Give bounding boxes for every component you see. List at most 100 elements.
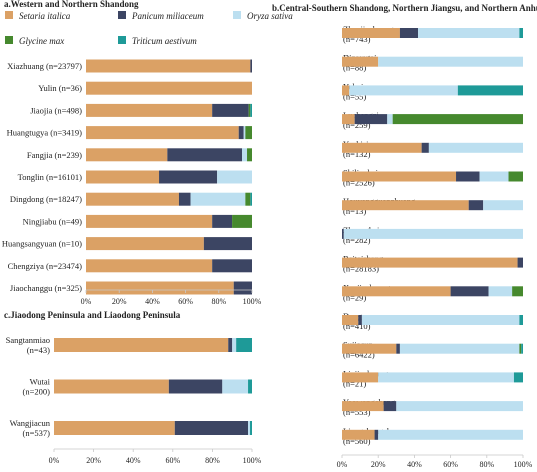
- bar-segment-triticum-aestivum: [250, 421, 252, 435]
- bar-segment-oryza-sativa: [217, 170, 252, 184]
- bar-segment-oryza-sativa: [243, 126, 246, 140]
- x-tick-label: 60%: [165, 456, 180, 465]
- legend-swatch-setaria-italica: [5, 11, 13, 19]
- category-count: (n=743): [343, 34, 371, 44]
- panel-title: a.Western and Northern Shandong: [4, 0, 139, 9]
- bar-segment-oryza-sativa: [361, 315, 520, 325]
- bar-segment-oryza-sativa: [343, 228, 523, 239]
- legend-label-setaria-italica: Setaria italica: [19, 11, 71, 21]
- bar-segment-panicum-miliaceum: [456, 171, 480, 182]
- bar-segment-oryza-sativa: [378, 429, 523, 440]
- legend-label-glycine-max: Glycine max: [19, 36, 64, 46]
- legend-swatch-panicum-miliaceum: [118, 11, 126, 19]
- bar-segment-setaria-italica: [342, 372, 379, 383]
- panel-title: b.Central-Southern Shandong, Northern Ji…: [272, 3, 537, 13]
- category-label: Wangjiacun: [10, 418, 51, 428]
- x-tick-label: 100%: [514, 460, 533, 469]
- bar-segment-setaria-italica: [342, 315, 359, 325]
- category-count: (n=43): [27, 345, 50, 355]
- bar-segment-oryza-sativa: [488, 286, 513, 297]
- category-label: Sangtanmiao: [6, 335, 50, 345]
- bar-segment-oryza-sativa: [190, 192, 246, 206]
- category-count: (n=553): [343, 407, 371, 417]
- bar-segment-setaria-italica: [86, 192, 179, 206]
- bar-segment-setaria-italica: [54, 379, 169, 394]
- category-count: (n=13): [343, 206, 366, 216]
- bar-segment-glycine-max: [392, 114, 523, 125]
- bar-segment-setaria-italica: [86, 281, 234, 295]
- category-label: Yulin (n=36): [38, 83, 82, 93]
- bar-segment-triticum-aestivum: [519, 315, 523, 325]
- bar-segment-panicum-miliaceum: [421, 142, 429, 153]
- bar-segment-setaria-italica: [54, 338, 229, 352]
- category-count: (n=21): [343, 378, 366, 388]
- bar-segment-panicum-miliaceum: [174, 421, 249, 435]
- bar-segment-setaria-italica: [342, 200, 469, 211]
- bar-segment-panicum-miliaceum: [383, 401, 397, 412]
- bar-segment-oryza-sativa: [418, 28, 520, 38]
- x-tick-label: 100%: [243, 297, 262, 306]
- category-label: Xiazhuang (n=23797): [7, 61, 82, 71]
- bar-segment-glycine-max: [247, 148, 252, 162]
- bar-segment-panicum-miliaceum: [358, 315, 362, 325]
- bar-segment-glycine-max: [512, 286, 523, 297]
- bar-segment-setaria-italica: [86, 237, 204, 251]
- bar-segment-setaria-italica: [86, 59, 251, 73]
- x-tick-label: 0%: [337, 460, 348, 469]
- x-tick-label: 60%: [178, 297, 193, 306]
- bar-segment-panicum-miliaceum: [396, 343, 400, 354]
- bar-segment-panicum-miliaceum: [212, 214, 233, 228]
- category-label: Jiaojia (n=498): [30, 105, 82, 115]
- bar-segment-triticum-aestivum: [248, 379, 252, 394]
- bar-segment-glycine-max: [508, 171, 523, 182]
- bar-segment-panicum-miliaceum: [167, 148, 243, 162]
- bar-segment-setaria-italica: [54, 421, 175, 435]
- bar-segment-panicum-miliaceum: [203, 237, 252, 251]
- x-tick-label: 80%: [205, 456, 220, 465]
- bar-segment-setaria-italica: [342, 114, 355, 125]
- bar-segment-panicum-miliaceum: [517, 257, 523, 268]
- category-count: (n=6422): [343, 350, 375, 360]
- x-tick-label: 40%: [145, 297, 160, 306]
- bar-segment-setaria-italica: [86, 126, 239, 140]
- legend: Setaria italica Panicum miliaceum Oryza sa…: [5, 11, 293, 46]
- category-label: Huangsangyuan (n=10): [2, 239, 82, 249]
- category-count: (n=29): [343, 292, 366, 302]
- bar-segment-panicum-miliaceum: [178, 192, 191, 206]
- x-tick-label: 20%: [371, 460, 386, 469]
- bar-segment-panicum-miliaceum: [238, 126, 244, 140]
- bar-segment-setaria-italica: [342, 429, 375, 440]
- x-tick-label: 20%: [86, 456, 101, 465]
- bar-segment-panicum-miliaceum: [228, 338, 233, 352]
- bar-segment-setaria-italica: [342, 257, 518, 268]
- bar-segment-triticum-aestivum: [513, 372, 523, 383]
- legend-swatch-oryza-sativa: [233, 11, 241, 19]
- category-label: Fangjia (n=239): [27, 150, 82, 160]
- bar-segment-setaria-italica: [86, 148, 168, 162]
- category-count: (n=282): [343, 235, 371, 245]
- x-tick-label: 100%: [243, 456, 262, 465]
- legend-swatch-glycine-max: [5, 36, 13, 44]
- bar-segment-triticum-aestivum: [236, 338, 252, 352]
- category-count: (n=132): [343, 149, 371, 159]
- x-tick-label: 20%: [112, 297, 127, 306]
- bar-segment-panicum-miliaceum: [233, 281, 252, 295]
- x-tick-label: 60%: [443, 460, 458, 469]
- category-label: Wutai: [30, 377, 51, 387]
- legend-label-panicum-miliaceum: Panicum miliaceum: [131, 11, 204, 21]
- bar-segment-triticum-aestivum: [519, 28, 523, 38]
- panel-title: c.Jiaodong Peninsula and Liaodong Penins…: [4, 310, 181, 320]
- bar-segment-panicum-miliaceum: [450, 286, 489, 297]
- bar-segment-setaria-italica: [86, 214, 213, 228]
- legend-swatch-triticum-aestivum: [118, 36, 126, 44]
- bar-segment-oryza-sativa: [483, 200, 523, 211]
- bar-segment-oryza-sativa: [396, 401, 523, 412]
- category-label: Huangtugya (n=3419): [7, 128, 83, 138]
- bar-segment-setaria-italica: [342, 171, 457, 182]
- bar-segment-panicum-miliaceum: [374, 429, 379, 440]
- bar-segment-setaria-italica: [342, 343, 397, 354]
- category-count: (n=2526): [343, 178, 375, 188]
- x-tick-label: 40%: [126, 456, 141, 465]
- bar-segment-setaria-italica: [342, 85, 350, 96]
